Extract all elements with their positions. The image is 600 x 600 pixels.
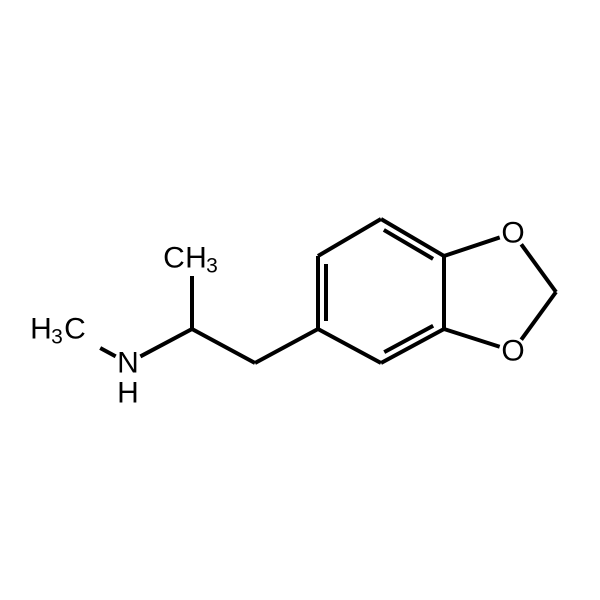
- atom-label: C: [163, 242, 185, 275]
- molecule-diagram: H3CNHCH3OO: [0, 0, 600, 600]
- atom-label: O: [501, 335, 524, 368]
- atom-label: C: [64, 313, 86, 346]
- atom-label: 3: [51, 326, 63, 349]
- atom-label: 3: [206, 255, 218, 278]
- atom-label: H: [185, 242, 207, 275]
- atom-label: H: [117, 377, 139, 410]
- atom-label: H: [30, 313, 52, 346]
- atom-label: O: [501, 217, 524, 250]
- atom-label: N: [117, 347, 139, 380]
